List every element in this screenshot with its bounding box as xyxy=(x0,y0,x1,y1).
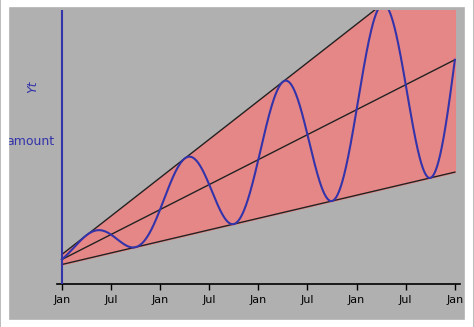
Text: Yt: Yt xyxy=(26,80,39,93)
Text: amount: amount xyxy=(7,135,55,148)
